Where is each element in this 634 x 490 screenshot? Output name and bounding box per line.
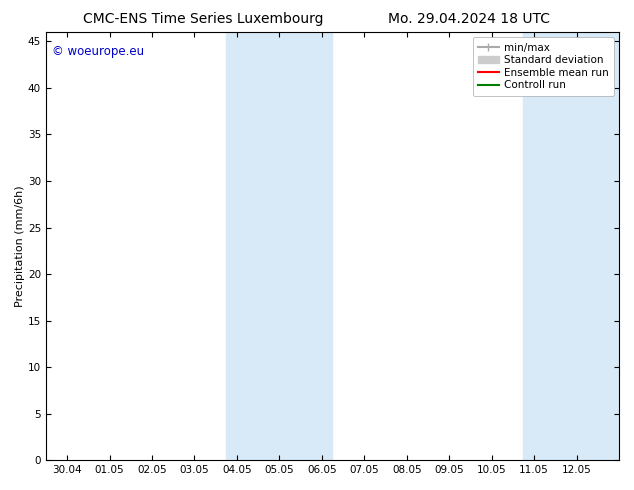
Bar (226, 32, 332, 460)
Text: Mo. 29.04.2024 18 UTC: Mo. 29.04.2024 18 UTC (388, 12, 550, 26)
Y-axis label: Precipitation (mm/6h): Precipitation (mm/6h) (15, 185, 25, 307)
Text: CMC-ENS Time Series Luxembourg: CMC-ENS Time Series Luxembourg (82, 12, 323, 26)
Legend: min/max, Standard deviation, Ensemble mean run, Controll run: min/max, Standard deviation, Ensemble me… (472, 37, 614, 96)
Bar (524, 32, 634, 460)
Text: © woeurope.eu: © woeurope.eu (51, 45, 144, 58)
